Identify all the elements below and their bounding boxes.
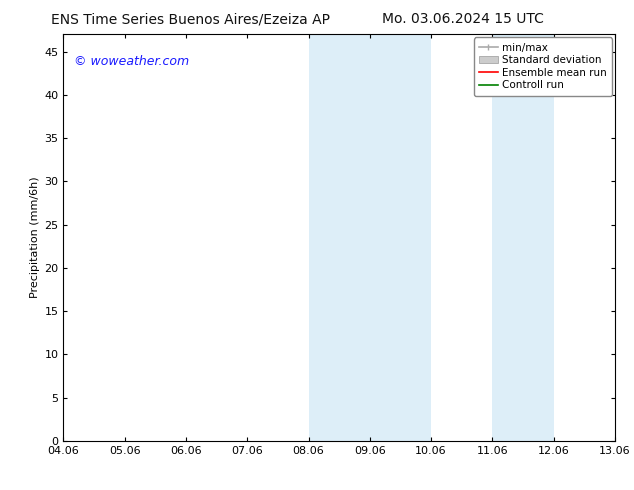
Text: © woweather.com: © woweather.com (74, 54, 190, 68)
Legend: min/max, Standard deviation, Ensemble mean run, Controll run: min/max, Standard deviation, Ensemble me… (474, 37, 612, 96)
Bar (309, 34, 370, 441)
Text: ENS Time Series Buenos Aires/Ezeiza AP: ENS Time Series Buenos Aires/Ezeiza AP (51, 12, 330, 26)
Bar (370, 34, 431, 441)
Bar (493, 34, 553, 441)
Y-axis label: Precipitation (mm/6h): Precipitation (mm/6h) (30, 177, 40, 298)
Text: Mo. 03.06.2024 15 UTC: Mo. 03.06.2024 15 UTC (382, 12, 544, 26)
